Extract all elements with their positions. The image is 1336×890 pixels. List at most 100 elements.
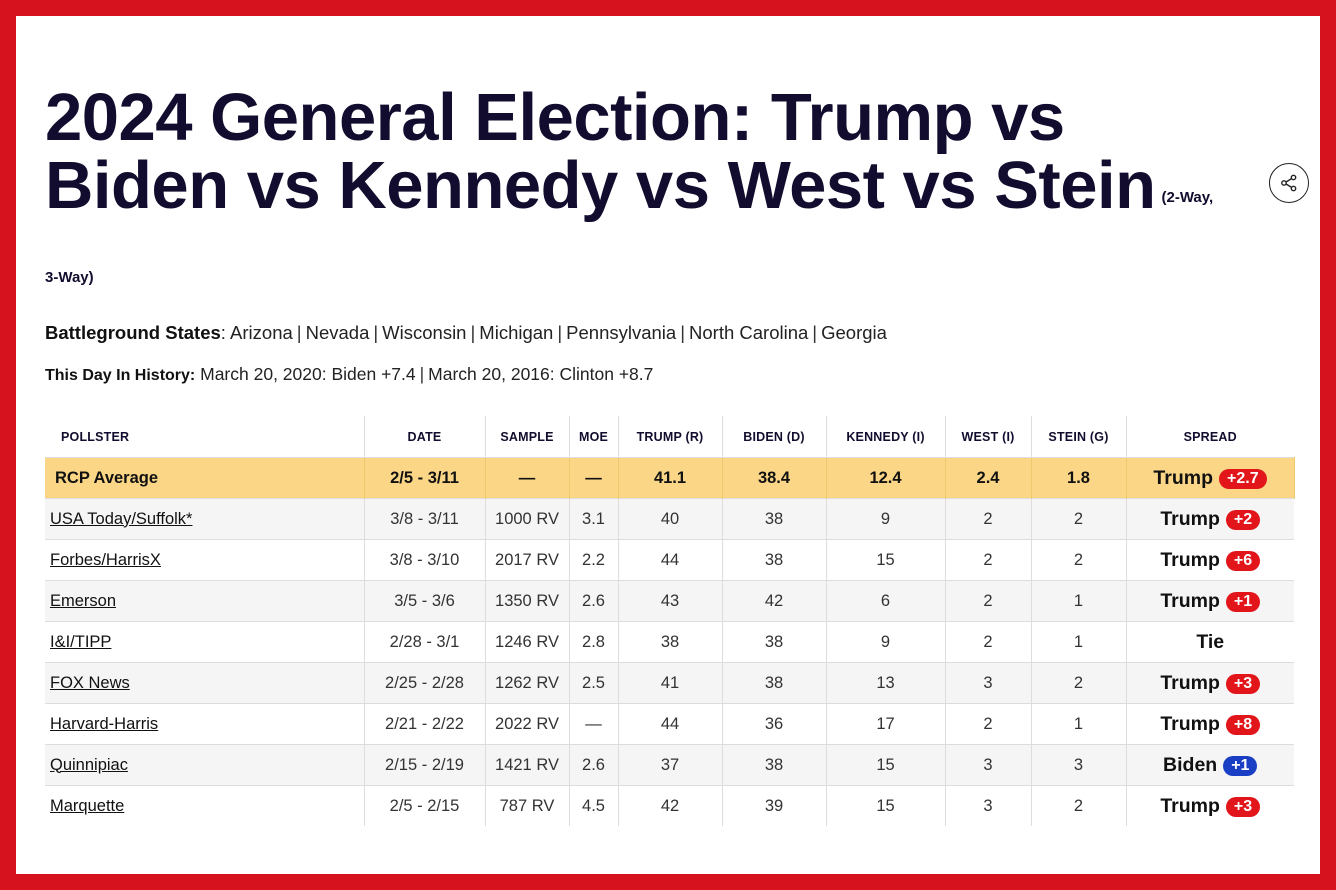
state-link[interactable]: Arizona [230,322,293,343]
spread-winner: Biden [1163,753,1218,776]
moe-cell: 2.5 [569,662,619,704]
share-button[interactable] [1269,163,1309,203]
page-subtitle: (2-Way, 3-Way) [45,189,1214,286]
column-header[interactable]: SPREAD [1183,429,1237,444]
pollster-cell: I&I/TIPP [45,621,365,663]
pollster-link[interactable]: Harvard-Harris [50,714,159,733]
history-list: March 20, 2020: Biden +7.4 | March 20, 201… [200,364,653,384]
trump-cell: 40 [618,498,723,540]
table-row: USA Today/Suffolk* 3/8 - 3/11 1000 RV 3.1 40… [45,498,1294,540]
biden-cell: 38 [722,498,827,540]
column-header[interactable]: MOE [569,416,619,458]
date-cell: 2/5 - 2/15 [364,785,486,826]
trump-cell: 44 [618,703,723,745]
history-entry: March 20, 2016: Clinton +8.7 [428,364,654,384]
pollster-cell: USA Today/Suffolk* [45,498,365,540]
sample-cell: 1246 RV [485,621,570,663]
column-header[interactable]: KENNEDY (I) [826,416,946,458]
state-link[interactable]: Georgia [821,322,887,343]
state-link[interactable]: Wisconsin [382,322,467,343]
table-row: Forbes/HarrisX 3/8 - 3/10 2017 RV 2.2 44 38 15… [45,539,1294,581]
biden-cell: 42 [722,580,827,622]
pollster-link[interactable]: I&I/TIPP [50,632,112,651]
west-cell: 2 [945,703,1032,745]
stein-cell: 1 [1031,621,1127,663]
biden-cell: 38 [722,744,827,786]
battleground-list: Arizona | Nevada | Wisconsin | Michigan | Pennsy… [230,322,887,343]
moe-cell: 2.8 [569,621,619,663]
date-cell: 2/21 - 2/22 [364,703,486,745]
trump-cell: 41.1 [618,457,723,499]
pollster-name: RCP Average [55,468,159,487]
rcp-average-row: RCP Average 2/5 - 3/11— —41.1 38.4 12.4 2.4 1.… [45,457,1295,499]
spread-cell: Trump +2.7 [1126,457,1295,499]
page-title-text: 2024 General Election: Trump vs Biden vs… [45,80,1156,223]
table-row: Quinnipiac 2/15 - 2/19 1421 RV 2.6 37 38 15 3 3 B… [45,744,1294,786]
column-header[interactable]: SAMPLE [485,416,570,458]
column-header[interactable]: STEIN (G) [1031,416,1127,458]
moe-cell: 3.1 [569,498,619,540]
state-link[interactable]: North Carolina [689,322,809,343]
column-header[interactable]: DATE [364,416,486,458]
separator: | [680,322,686,343]
sample-cell: — [485,457,570,499]
pollster-link[interactable]: USA Today/Suffolk* [50,509,193,528]
column-header[interactable]: BIDEN (D) [722,416,827,458]
spread-cell: Trump +3 [1126,785,1294,826]
trump-cell: 38 [618,621,723,663]
this-day-in-history: This Day In History: March 20, 2020: Bid… [45,364,653,385]
spread-badge: +2.7 [1219,468,1267,489]
spread-winner: Trump [1160,589,1220,612]
trump-cell: 43 [618,580,723,622]
sample-cell: 1350 RV [485,580,570,622]
kennedy-cell: 9 [826,498,946,540]
table-row: Harvard-Harris 2/21 - 2/22 2022 RV —44 36 17 2… [45,703,1294,745]
biden-cell: 38 [722,539,827,581]
kennedy-cell: 15 [826,744,946,786]
pollster-cell: Quinnipiac [45,744,365,786]
biden-cell: 38.4 [722,457,827,499]
pollster-link[interactable]: Quinnipiac [50,755,128,774]
separator: | [373,322,379,343]
trump-cell: 37 [618,744,723,786]
trump-cell: 41 [618,662,723,704]
pollster-link[interactable]: Emerson [50,591,117,610]
state-link[interactable]: Pennsylvania [566,322,677,343]
column-header[interactable]: TRUMP (R) [618,416,723,458]
column-header[interactable]: POLLSTER [45,416,365,458]
sample-cell: 2017 RV [485,539,570,581]
stein-cell: 1 [1031,703,1127,745]
pollster-cell: RCP Average [45,457,365,499]
pollster-link[interactable]: FOX News [50,673,130,692]
kennedy-cell: 9 [826,621,946,663]
west-cell: 3 [945,785,1032,826]
stein-cell: 2 [1031,498,1127,540]
spread-badge: +3 [1225,673,1261,694]
column-header[interactable]: WEST (I) [945,416,1032,458]
kennedy-cell: 17 [826,703,946,745]
table-row: I&I/TIPP 2/28 - 3/1 1246 RV 2.8 38 38 9 2 1 Tie [45,621,1294,663]
spread-cell: Trump +3 [1126,662,1294,704]
separator: | [470,322,476,343]
west-cell: 2 [945,580,1032,622]
sample-cell: 787 RV [485,785,570,826]
history-label: This Day In History: [45,367,196,384]
stein-cell: 2 [1031,539,1127,581]
spread-badge: +1 [1225,591,1261,612]
biden-cell: 36 [722,703,827,745]
spread-winner: Trump [1160,671,1220,694]
state-link[interactable]: Nevada [305,322,370,343]
pollster-link[interactable]: Forbes/HarrisX [50,550,161,569]
spread-badge: +1 [1223,755,1258,776]
state-link[interactable]: Michigan [479,322,554,343]
table-row: Marquette 2/5 - 2/15 787 RV 4.5 42 39 15 3 2 Trum… [45,785,1294,826]
spread-badge: +6 [1225,550,1261,571]
date-cell: 2/5 - 3/11 [364,457,486,499]
spread-cell: Trump +1 [1126,580,1294,622]
spread-badge: +2 [1225,509,1261,530]
spread-winner: Trump [1153,466,1213,489]
share-icon [1281,174,1297,192]
spread-cell: Tie [1126,621,1294,663]
pollster-link[interactable]: Marquette [50,796,125,815]
date-cell: 3/8 - 3/11 [364,498,486,540]
